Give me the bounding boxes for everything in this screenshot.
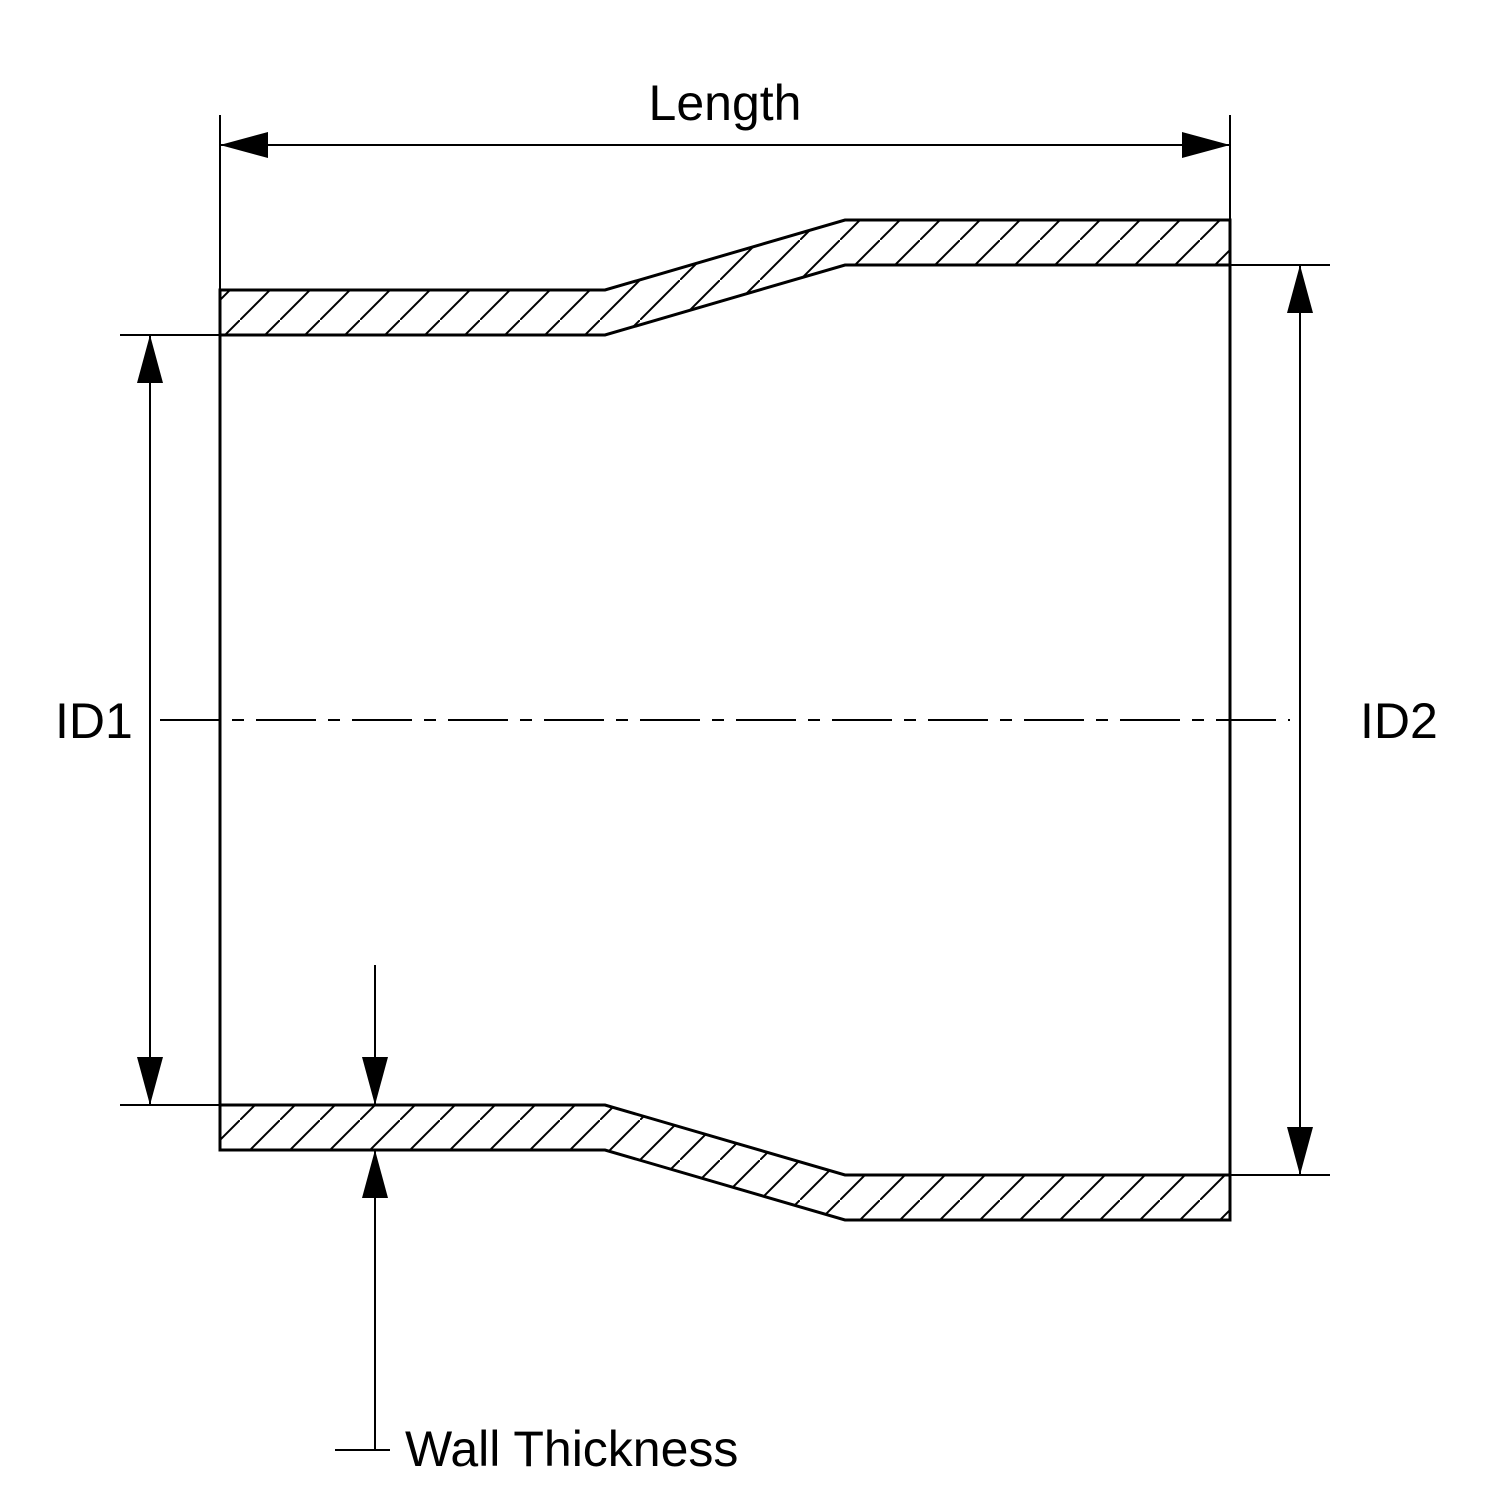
bottom-wall-section <box>220 1105 1230 1220</box>
engineering-drawing: Length ID1 ID2 Wall Thickness <box>0 0 1510 1510</box>
length-label: Length <box>649 75 802 131</box>
id2-label: ID2 <box>1360 693 1438 749</box>
id1-label: ID1 <box>55 693 133 749</box>
top-wall-section <box>220 220 1230 335</box>
wall-thickness-label: Wall Thickness <box>405 1421 738 1477</box>
